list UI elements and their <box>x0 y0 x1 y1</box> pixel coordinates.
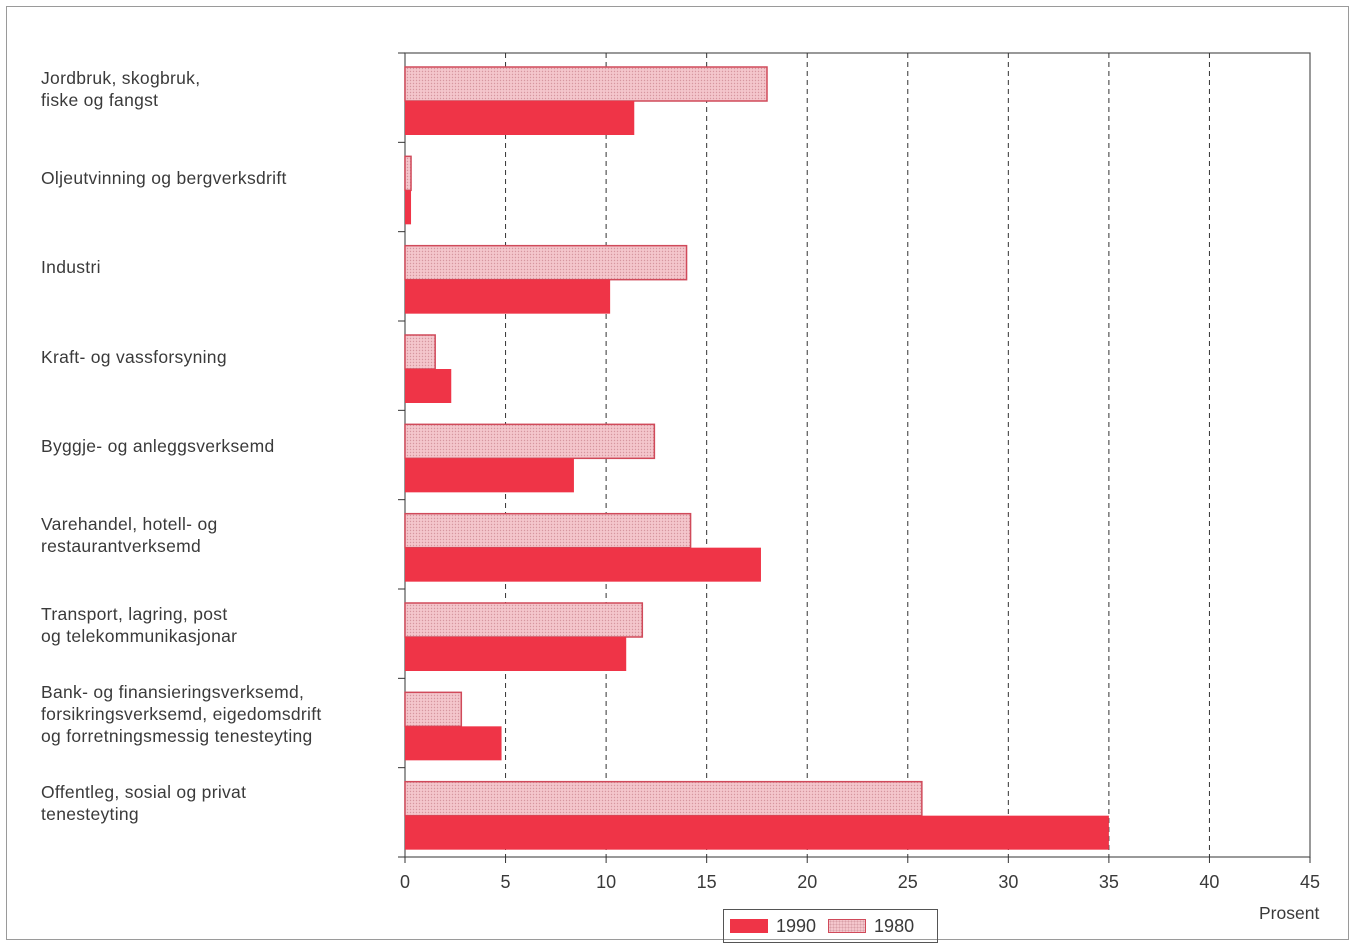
x-tick-label-35: 35 <box>1099 872 1119 892</box>
bar-1990-8 <box>405 815 1109 850</box>
legend-item-1980: 1980 <box>828 916 914 937</box>
bar-1990-4 <box>405 458 574 493</box>
legend: 1990 1980 <box>723 909 938 943</box>
category-label-0: Jordbruk, skogbruk, fiske og fangst <box>41 67 201 110</box>
bar-1980-7 <box>404 691 463 728</box>
bar-1990-3 <box>405 369 452 403</box>
x-tick-label-0: 0 <box>400 872 410 892</box>
bar-1980-0 <box>404 66 768 102</box>
legend-label-1980: 1980 <box>874 915 915 936</box>
category-label-3: Kraft- og vassforsyning <box>41 346 227 367</box>
category-label-7: Bank- og finansieringsverksemd, forsikri… <box>41 682 322 746</box>
bar-1990-1 <box>405 190 412 225</box>
bar-1980-1 <box>404 155 412 192</box>
bar-1990-7 <box>405 726 502 761</box>
bar-1990-5 <box>405 547 761 582</box>
bar-1980-2 <box>404 244 688 281</box>
category-label-2: Industri <box>41 257 101 278</box>
bar-1990-2 <box>405 279 611 314</box>
bar-1980-4 <box>404 423 656 460</box>
category-label-8: Offentleg, sosial og privat tenesteyting <box>41 782 247 825</box>
category-label-4: Byggje- og anleggsverksemd <box>41 436 275 456</box>
bar-1990-0 <box>405 101 635 135</box>
category-label-1: Oljeutvinning og bergverksdrift <box>41 168 287 188</box>
x-tick-label-40: 40 <box>1199 872 1219 892</box>
x-tick-label-15: 15 <box>697 872 717 892</box>
bar-1980-3 <box>404 334 436 370</box>
chart-frame: 0 5 10 15 20 25 30 35 40 45 Jordbruk, skogbruk, f… <box>6 6 1349 943</box>
x-tick-label-45: 45 <box>1300 872 1320 892</box>
x-tick-label-25: 25 <box>898 872 918 892</box>
legend-item-1990: 1990 <box>730 916 816 937</box>
legend-swatch-1980 <box>828 919 867 933</box>
bar-1990-6 <box>405 637 627 671</box>
legend-swatch-1990 <box>730 919 768 933</box>
bar-1980-6 <box>404 602 644 638</box>
category-label-5: Varehandel, hotell- og restaurantverksem… <box>41 514 218 557</box>
bar-chart: 0 5 10 15 20 25 30 35 40 45 <box>398 52 1320 892</box>
legend-label-1990: 1990 <box>776 915 817 936</box>
bar-1980-8 <box>404 780 923 817</box>
x-tick-label-20: 20 <box>797 872 817 892</box>
category-label-6: Transport, lagring, post og telekommunik… <box>41 603 238 646</box>
x-tick-label-10: 10 <box>596 872 616 892</box>
x-tick-label-5: 5 <box>501 872 511 892</box>
bar-1980-5 <box>404 512 692 549</box>
x-tick-label-30: 30 <box>998 872 1018 892</box>
x-axis-label: Prosent <box>1259 903 1320 923</box>
